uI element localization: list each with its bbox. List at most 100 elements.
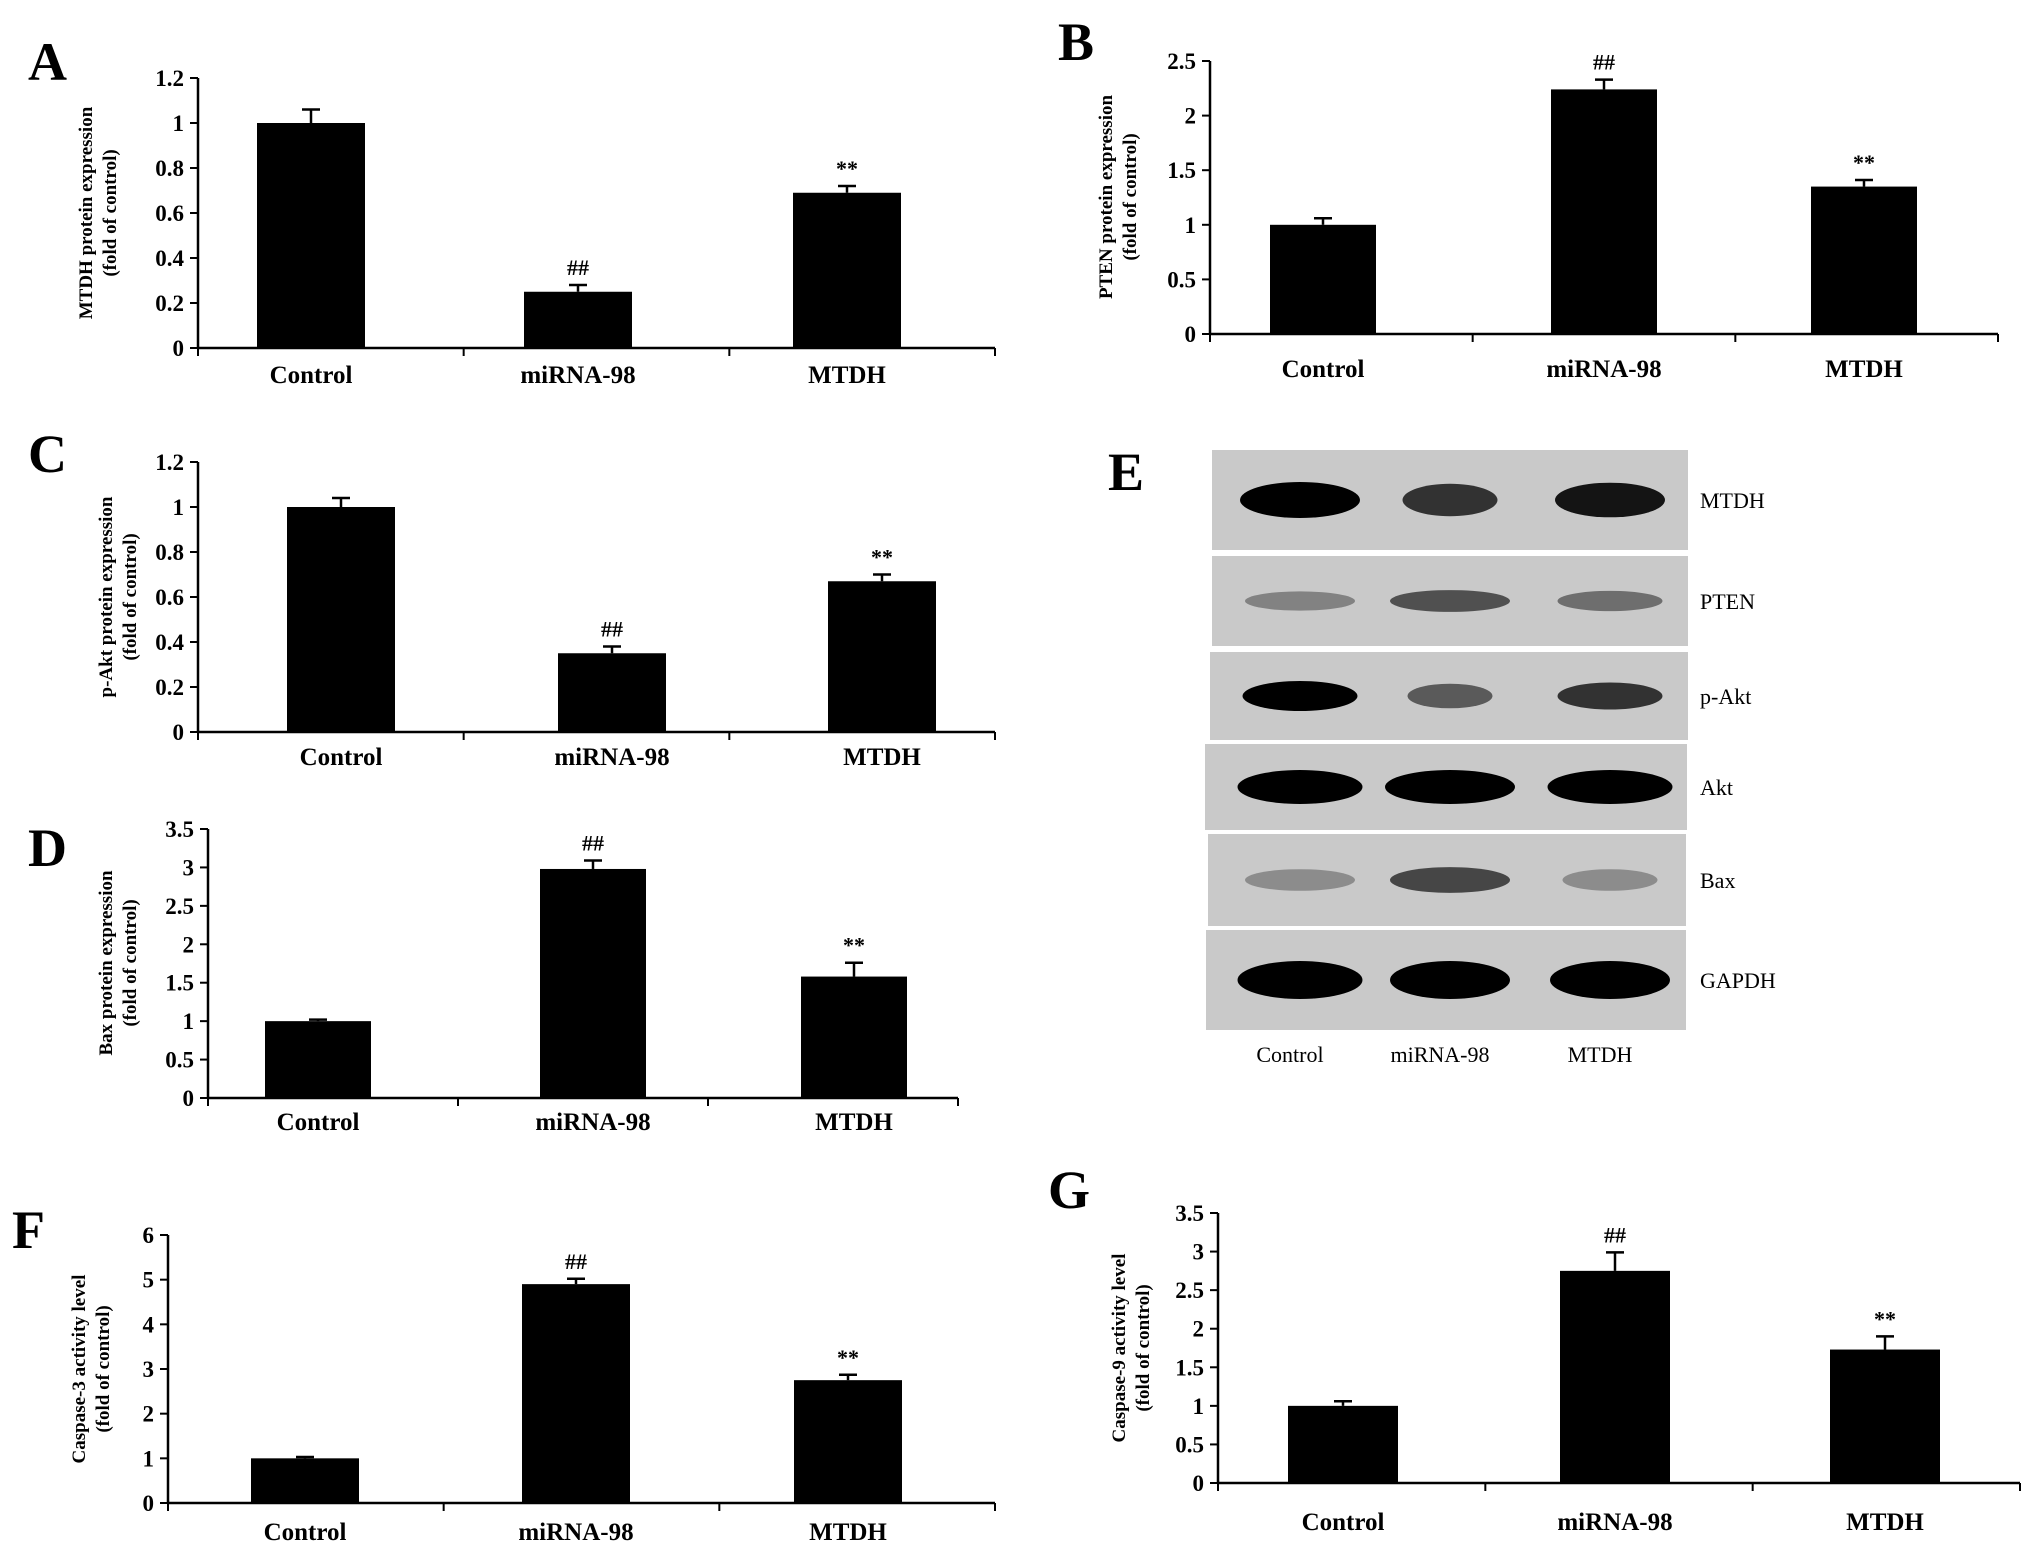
blot-band-gapdh-mtdh bbox=[1550, 961, 1670, 999]
y-axis-label-line2-b: (fold of control) bbox=[1120, 133, 1141, 260]
y-tick-label-c: 1 bbox=[173, 495, 185, 520]
bar-d-control bbox=[265, 1021, 371, 1098]
category-label-d-control: Control bbox=[277, 1109, 360, 1136]
category-label-b-control: Control bbox=[1282, 356, 1365, 383]
panel-letter-e: E bbox=[1108, 442, 1144, 502]
western-blot-panel: E MTDH PTEN p-Akt Akt Bax GAPDH Control miRNA-98… bbox=[1108, 442, 1776, 1067]
category-label-g-control: Control bbox=[1302, 1509, 1385, 1536]
y-tick-label-d: 1.5 bbox=[165, 971, 194, 996]
panel-letter-c: C bbox=[28, 424, 67, 484]
bar-c-control bbox=[287, 507, 395, 732]
blot-band-mtdh-control bbox=[1240, 482, 1360, 518]
y-tick-label-a: 1.2 bbox=[155, 66, 184, 91]
category-label-a-control: Control bbox=[270, 362, 353, 389]
blot-band-akt-control bbox=[1237, 770, 1363, 804]
y-axis-label-g: Caspase-9 activity level (fold of control… bbox=[1109, 1254, 1154, 1443]
category-label-b-mirna-98: miRNA-98 bbox=[1546, 356, 1661, 383]
significance-b-mirna-98: ## bbox=[1593, 50, 1615, 75]
y-tick-label-d: 2.5 bbox=[165, 894, 194, 919]
panel-letter-a: A bbox=[28, 32, 67, 92]
category-label-a-mtdh: MTDH bbox=[808, 362, 886, 389]
bar-c-mirna-98 bbox=[558, 653, 666, 732]
y-tick-label-f: 5 bbox=[143, 1268, 155, 1293]
y-tick-label-g: 0 bbox=[1193, 1471, 1205, 1496]
chart-panel-b: B 0 0.5 1 1.5 2 2.5 PTEN protein expression (fol… bbox=[1058, 12, 1999, 383]
chart-panel-g: G 0 0.5 1 1.5 2 2.5 3 3.5 Caspase-9 activity leve… bbox=[1048, 1160, 2021, 1536]
blot-band-mtdh-mtdh bbox=[1555, 482, 1665, 518]
y-tick-label-b: 1 bbox=[1185, 213, 1197, 238]
y-axis-label-line2-c: (fold of control) bbox=[120, 533, 141, 660]
y-tick-label-f: 0 bbox=[143, 1491, 155, 1516]
y-tick-label-f: 4 bbox=[143, 1312, 155, 1337]
bar-g-mirna-98 bbox=[1560, 1270, 1670, 1483]
chart-panel-a: A 0 0.2 0.4 0.6 0.8 1 1.2 MTDH protein expressio… bbox=[28, 32, 996, 389]
bar-g-control bbox=[1288, 1405, 1398, 1483]
y-tick-label-b: 2 bbox=[1185, 104, 1197, 129]
blot-lane-label-control: Control bbox=[1256, 1042, 1323, 1067]
category-label-d-mirna-98: miRNA-98 bbox=[535, 1109, 650, 1136]
bar-f-control bbox=[251, 1458, 359, 1503]
blot-band-mtdh-mirna-98 bbox=[1402, 483, 1498, 517]
blot-row-label-pten: PTEN bbox=[1700, 589, 1755, 614]
y-axis-label-line1-f: Caspase-3 activity level bbox=[69, 1275, 90, 1464]
bar-b-control bbox=[1270, 224, 1376, 334]
significance-g-mtdh: ** bbox=[1874, 1306, 1896, 1331]
significance-f-mirna-98: ## bbox=[565, 1249, 587, 1274]
category-label-d-mtdh: MTDH bbox=[815, 1109, 893, 1136]
blot-band-gapdh-mirna-98 bbox=[1390, 961, 1510, 999]
y-axis-label-line2-a: (fold of control) bbox=[100, 149, 121, 276]
category-label-f-mirna-98: miRNA-98 bbox=[518, 1519, 633, 1546]
y-axis-label-line1-c: p-Akt protein expression bbox=[96, 496, 117, 697]
blot-row-label-akt: Akt bbox=[1700, 775, 1733, 800]
blot-band-pten-mtdh bbox=[1557, 590, 1663, 612]
blot-lane-label-mirna-98: miRNA-98 bbox=[1391, 1042, 1490, 1067]
y-tick-label-f: 6 bbox=[143, 1223, 155, 1248]
y-tick-label-d: 3.5 bbox=[165, 817, 194, 842]
bar-b-mtdh bbox=[1811, 186, 1917, 334]
y-tick-label-b: 2.5 bbox=[1167, 49, 1196, 74]
y-tick-label-a: 0.2 bbox=[155, 291, 184, 316]
significance-a-mtdh: ** bbox=[836, 156, 858, 181]
blot-row-label-p-akt: p-Akt bbox=[1700, 684, 1751, 709]
blot-band-p-akt-mtdh bbox=[1557, 682, 1663, 710]
y-axis-label-line2-g: (fold of control) bbox=[1133, 1284, 1154, 1411]
y-tick-label-c: 0.2 bbox=[155, 675, 184, 700]
significance-c-mirna-98: ## bbox=[601, 617, 623, 642]
significance-f-mtdh: ** bbox=[837, 1345, 859, 1370]
y-tick-label-g: 3.5 bbox=[1175, 1201, 1204, 1226]
y-tick-label-a: 0.4 bbox=[155, 246, 184, 271]
y-tick-label-a: 0 bbox=[173, 336, 185, 361]
bar-g-mtdh bbox=[1830, 1349, 1940, 1483]
category-label-g-mirna-98: miRNA-98 bbox=[1557, 1509, 1672, 1536]
y-tick-label-g: 2.5 bbox=[1175, 1278, 1204, 1303]
chart-panel-d: D 0 0.5 1 1.5 2 2.5 3 3.5 Bax protein expression(… bbox=[28, 817, 959, 1136]
category-label-c-mirna-98: miRNA-98 bbox=[554, 744, 669, 771]
blot-band-bax-control bbox=[1245, 869, 1355, 891]
y-tick-label-c: 0 bbox=[173, 720, 185, 745]
y-axis-label-c: p-Akt protein expression (fold of control… bbox=[96, 496, 141, 697]
blot-band-bax-mtdh bbox=[1562, 869, 1658, 891]
category-label-c-mtdh: MTDH bbox=[843, 744, 921, 771]
significance-g-mirna-98: ## bbox=[1604, 1222, 1626, 1247]
y-tick-label-g: 1.5 bbox=[1175, 1355, 1204, 1380]
significance-d-mirna-98: ## bbox=[582, 831, 604, 856]
y-tick-label-d: 3 bbox=[183, 855, 195, 880]
category-label-c-control: Control bbox=[300, 744, 383, 771]
category-label-f-mtdh: MTDH bbox=[809, 1519, 887, 1546]
panel-letter-d: D bbox=[28, 818, 67, 878]
category-label-f-control: Control bbox=[264, 1519, 347, 1546]
y-axis-label-line1-b: PTEN protein expression bbox=[1096, 95, 1117, 300]
y-axis-label-line2-f: (fold of control) bbox=[93, 1305, 114, 1432]
significance-a-mirna-98: ## bbox=[567, 255, 589, 280]
panel-letter-f: F bbox=[12, 1200, 45, 1260]
y-axis-label-f: Caspase-3 activity level (fold of control… bbox=[69, 1275, 114, 1464]
bar-a-mirna-98 bbox=[524, 291, 632, 348]
bar-b-mirna-98 bbox=[1551, 89, 1657, 334]
bar-f-mirna-98 bbox=[522, 1284, 630, 1503]
significance-b-mtdh: ** bbox=[1853, 150, 1875, 175]
blot-band-p-akt-control bbox=[1242, 681, 1358, 711]
category-label-a-mirna-98: miRNA-98 bbox=[520, 362, 635, 389]
y-tick-label-b: 0.5 bbox=[1167, 267, 1196, 292]
y-axis-label-line1-a: MTDH protein expression bbox=[76, 106, 97, 319]
